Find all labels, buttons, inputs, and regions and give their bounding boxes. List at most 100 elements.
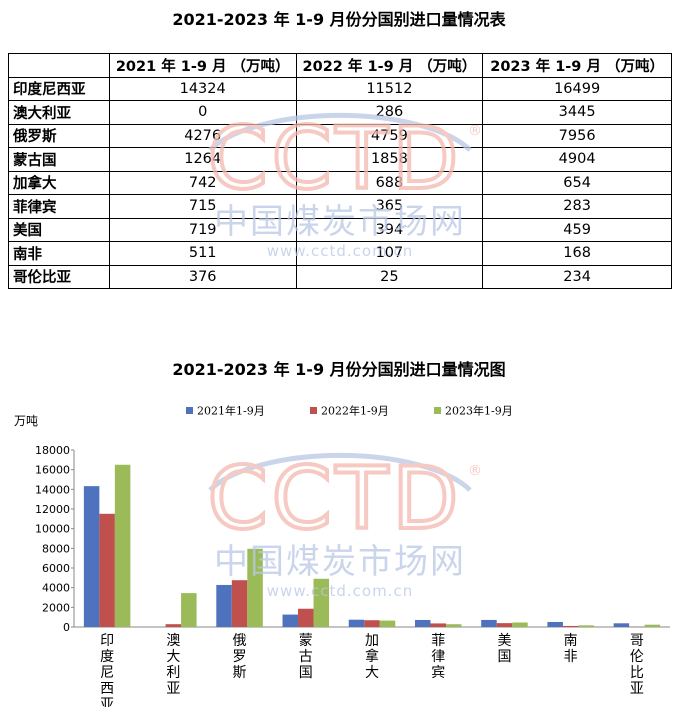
bar: [379, 620, 396, 627]
table-row: 加拿大 742 688 654: [8, 170, 672, 195]
bar: [562, 625, 579, 627]
bar: [613, 623, 630, 627]
country-cell: 印度尼西亚: [8, 76, 110, 101]
value-2022: 286: [295, 100, 484, 125]
value-2021: 376: [108, 264, 297, 289]
value-2021: 511: [108, 241, 297, 266]
bar: [114, 464, 131, 627]
value-2021: 742: [108, 170, 297, 195]
x-tick-label: 澳大利亚: [166, 633, 180, 697]
bar: [231, 580, 248, 627]
chart-title: 2021-2023 年 1-9 月份分国别进口量情况图: [172, 360, 506, 379]
bar: [445, 624, 462, 627]
y-tick-label: 8000: [42, 542, 70, 555]
legend-swatch: [310, 407, 317, 414]
value-2022: 1858: [295, 147, 484, 172]
table-row: 美国 719 394 459: [8, 217, 672, 242]
y-axis-label: 万吨: [14, 414, 38, 428]
table-row: 俄罗斯 4276 4759 7956: [8, 123, 672, 148]
bar: [496, 623, 513, 627]
table-header-row: 2021 年 1-9 月 （万吨） 2022 年 1-9 月 （万吨） 2023…: [8, 53, 672, 78]
bar: [348, 619, 365, 627]
table-row: 澳大利亚 0 286 3445: [8, 100, 672, 125]
legend-swatch: [434, 407, 441, 414]
bar-chart: 万吨 2021年1-9月 2022年1-9月 2023年1-9月 0 2000 4000 60…: [14, 404, 670, 707]
bar: [313, 578, 330, 627]
bar: [216, 584, 232, 627]
country-cell: 澳大利亚: [8, 100, 110, 125]
table-row: 印度尼西亚 14324 11512 16499: [8, 76, 672, 101]
y-tick-label: 16000: [35, 464, 70, 477]
value-2023: 654: [482, 170, 672, 195]
y-tick-label: 14000: [35, 483, 70, 496]
bar: [247, 548, 263, 627]
header-2022: 2022 年 1-9 月 （万吨）: [295, 53, 484, 78]
country-cell: 俄罗斯: [8, 123, 110, 148]
x-tick-label: 美国: [497, 633, 511, 665]
bar: [99, 513, 115, 627]
bar: [512, 622, 528, 627]
table-title: 2021-2023 年 1-9 月份分国别进口量情况表: [172, 10, 506, 29]
bar: [430, 623, 446, 627]
legend-label: 2021年1-9月: [197, 404, 265, 418]
legend-label: 2023年1-9月: [445, 404, 513, 418]
value-2022: 107: [295, 241, 484, 266]
bar: [282, 614, 299, 627]
country-cell: 哥伦比亚: [8, 264, 110, 289]
header-2023: 2023 年 1-9 月 （万吨）: [482, 53, 672, 78]
value-2022: 394: [295, 217, 484, 242]
x-tick-label: 蒙古国: [299, 633, 313, 681]
value-2021: 715: [108, 194, 297, 219]
bar: [165, 624, 182, 627]
bar: [298, 608, 314, 627]
country-cell: 南非: [8, 241, 110, 266]
value-2023: 168: [482, 241, 672, 266]
y-tick-label: 4000: [42, 582, 70, 595]
country-cell: 菲律宾: [8, 194, 110, 219]
value-2021: 14324: [108, 76, 297, 101]
table-row: 蒙古国 1264 1858 4904: [8, 147, 672, 172]
value-2023: 4904: [482, 147, 672, 172]
value-2023: 459: [482, 217, 672, 242]
value-2022: 688: [295, 170, 484, 195]
country-cell: 美国: [8, 217, 110, 242]
header-2021: 2021 年 1-9 月 （万吨）: [108, 53, 297, 78]
value-2021: 4276: [108, 123, 297, 148]
bar: [578, 625, 594, 627]
bar: [364, 620, 380, 627]
x-tick-label: 南非: [564, 633, 578, 665]
x-tick-label: 菲律宾: [431, 633, 445, 681]
bar: [644, 624, 661, 627]
x-tick-label: 印度尼西亚: [100, 633, 114, 707]
value-2021: 1264: [108, 147, 297, 172]
value-2022: 11512: [295, 76, 484, 101]
value-2021: 719: [108, 217, 297, 242]
country-cell: 加拿大: [8, 170, 110, 195]
legend-swatch: [186, 407, 193, 414]
legend: 2021年1-9月 2022年1-9月 2023年1-9月: [186, 404, 513, 418]
bar: [414, 619, 431, 627]
y-tick-label: 6000: [42, 562, 70, 575]
import-table: 2021 年 1-9 月 （万吨） 2022 年 1-9 月 （万吨） 2023…: [8, 53, 672, 289]
value-2022: 25: [295, 264, 484, 289]
value-2021: 0: [108, 100, 297, 125]
y-tick-label: 0: [63, 621, 70, 634]
value-2023: 234: [482, 264, 672, 289]
value-2023: 283: [482, 194, 672, 219]
table-row: 南非 511 107 168: [8, 241, 672, 266]
value-2022: 365: [295, 194, 484, 219]
y-tick-label: 12000: [35, 503, 70, 516]
y-tick-label: 18000: [35, 444, 70, 457]
table-row: 菲律宾 715 365 283: [8, 194, 672, 219]
bar: [181, 593, 197, 627]
y-tick-label: 10000: [35, 523, 70, 536]
bar: [547, 621, 563, 627]
x-tick-label: 哥伦比亚: [630, 633, 644, 697]
y-tick-label: 2000: [42, 601, 70, 614]
country-cell: 蒙古国: [8, 147, 110, 172]
value-2023: 7956: [482, 123, 672, 148]
value-2023: 16499: [482, 76, 672, 101]
table-row: 哥伦比亚 376 25 234: [8, 264, 672, 289]
bar: [481, 619, 497, 627]
legend-label: 2022年1-9月: [321, 404, 389, 418]
